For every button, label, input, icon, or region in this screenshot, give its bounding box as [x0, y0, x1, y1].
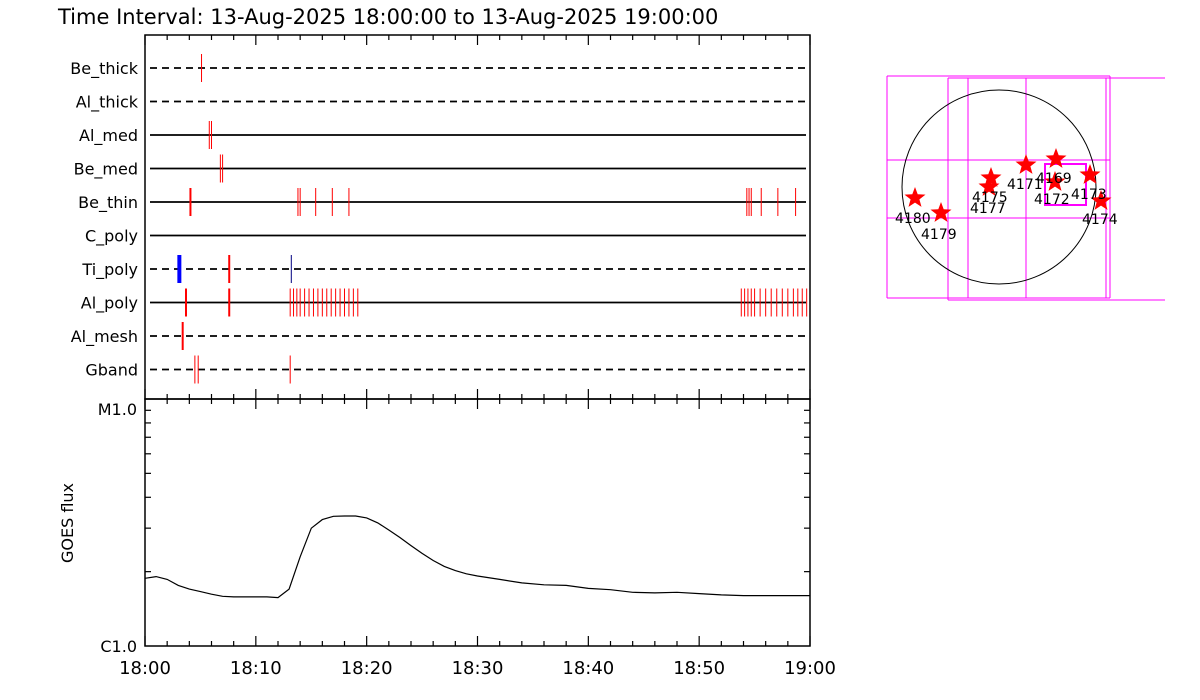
- timeline-top-ticks: [144, 35, 811, 399]
- ar-star-4174: [1090, 190, 1112, 210]
- goes-axis-ticks: [144, 399, 811, 646]
- ar-star-4173: [1079, 164, 1101, 184]
- goes-ylabel: GOES flux: [58, 483, 77, 563]
- timeline-row-al-thick: Al_thick: [76, 93, 806, 113]
- ar-star-4177: [978, 176, 1000, 196]
- timeline-row-al-med: Al_med: [79, 121, 806, 149]
- goes-ytick-bottom: C1.0: [100, 637, 137, 656]
- ar-label-4177: 4177: [970, 201, 1006, 217]
- timeline-row-al-mesh: Al_mesh: [71, 322, 806, 350]
- goes-panel: M1.0 C1.0 GOES flux 18:00 18:10 18:20 18:30…: [58, 398, 836, 679]
- row-label: Al_thick: [76, 93, 139, 113]
- ar-label-4174: 4174: [1082, 212, 1118, 228]
- x-tick-label: 18:20: [341, 658, 393, 679]
- x-tick-label: 18:00: [119, 658, 171, 679]
- ar-label-4171: 4171: [1007, 177, 1043, 193]
- ar-star-4175: [980, 167, 1002, 187]
- timeline-frame: [144, 34, 811, 400]
- timeline-row-be-thick: Be_thick: [70, 54, 806, 82]
- timeline-row-gband: Gband: [85, 355, 806, 384]
- timeline-row-be-thin: Be_thin: [78, 188, 806, 216]
- timeline-row-ti-poly: Ti_poly: [81, 255, 806, 283]
- ar-label-4175: 4175: [972, 190, 1008, 206]
- row-label: Ti_poly: [81, 260, 138, 280]
- ar-label-4180: 4180: [895, 211, 931, 227]
- ar-star-4179: [930, 202, 952, 222]
- ar-star-4180: [904, 187, 926, 207]
- map-zoom-box: [1044, 163, 1087, 206]
- ar-star-4172: [1044, 171, 1066, 191]
- time-interval-title: Time Interval: 13-Aug-2025 18:00:00 to 1…: [57, 5, 718, 29]
- ar-star-4169: [1045, 148, 1067, 168]
- timeline-row-be-med: Be_med: [74, 154, 806, 183]
- ar-star-4171: [1015, 154, 1037, 174]
- row-label: Be_thick: [70, 59, 138, 79]
- ar-label-4173: 4173: [1071, 187, 1107, 203]
- row-label: Al_poly: [81, 294, 138, 314]
- goes-ytick-top: M1.0: [98, 400, 137, 419]
- x-tick-label: 18:50: [673, 658, 725, 679]
- ar-label-4179: 4179: [921, 227, 957, 243]
- goes-xtick-labels: 18:00 18:10 18:20 18:30 18:40 18:50 19:00: [119, 658, 836, 679]
- ar-label-4172: 4172: [1034, 192, 1070, 208]
- timeline-row-al-poly: Al_poly: [81, 288, 808, 317]
- active-region-stars: [904, 148, 1112, 222]
- x-tick-label: 18:40: [562, 658, 614, 679]
- timeline-rows: Be_thick Al_thick Al_med Be_med Be_thin C_pol…: [70, 54, 808, 384]
- sun-map-panel: 4180 4179 4175 4177 4171 4169 4172 4173 …: [886, 75, 1165, 301]
- row-label: Gband: [85, 361, 138, 380]
- x-tick-label: 19:00: [784, 658, 836, 679]
- row-label: Al_mesh: [71, 327, 138, 347]
- ar-label-4169: 4169: [1036, 171, 1072, 187]
- timeline-row-c-poly: C_poly: [85, 227, 806, 247]
- x-tick-label: 18:30: [452, 658, 504, 679]
- x-tick-label: 18:10: [230, 658, 282, 679]
- goes-flux-curve: [144, 515, 810, 599]
- row-label: Be_thin: [78, 193, 138, 213]
- row-label: Al_med: [79, 126, 138, 146]
- solar-disk: [901, 89, 1097, 285]
- row-label: Be_med: [74, 160, 138, 180]
- timeline-panel: Be_thick Al_thick Al_med Be_med Be_thin C_pol…: [70, 34, 811, 400]
- row-label: C_poly: [85, 227, 138, 247]
- goes-frame: [144, 398, 811, 647]
